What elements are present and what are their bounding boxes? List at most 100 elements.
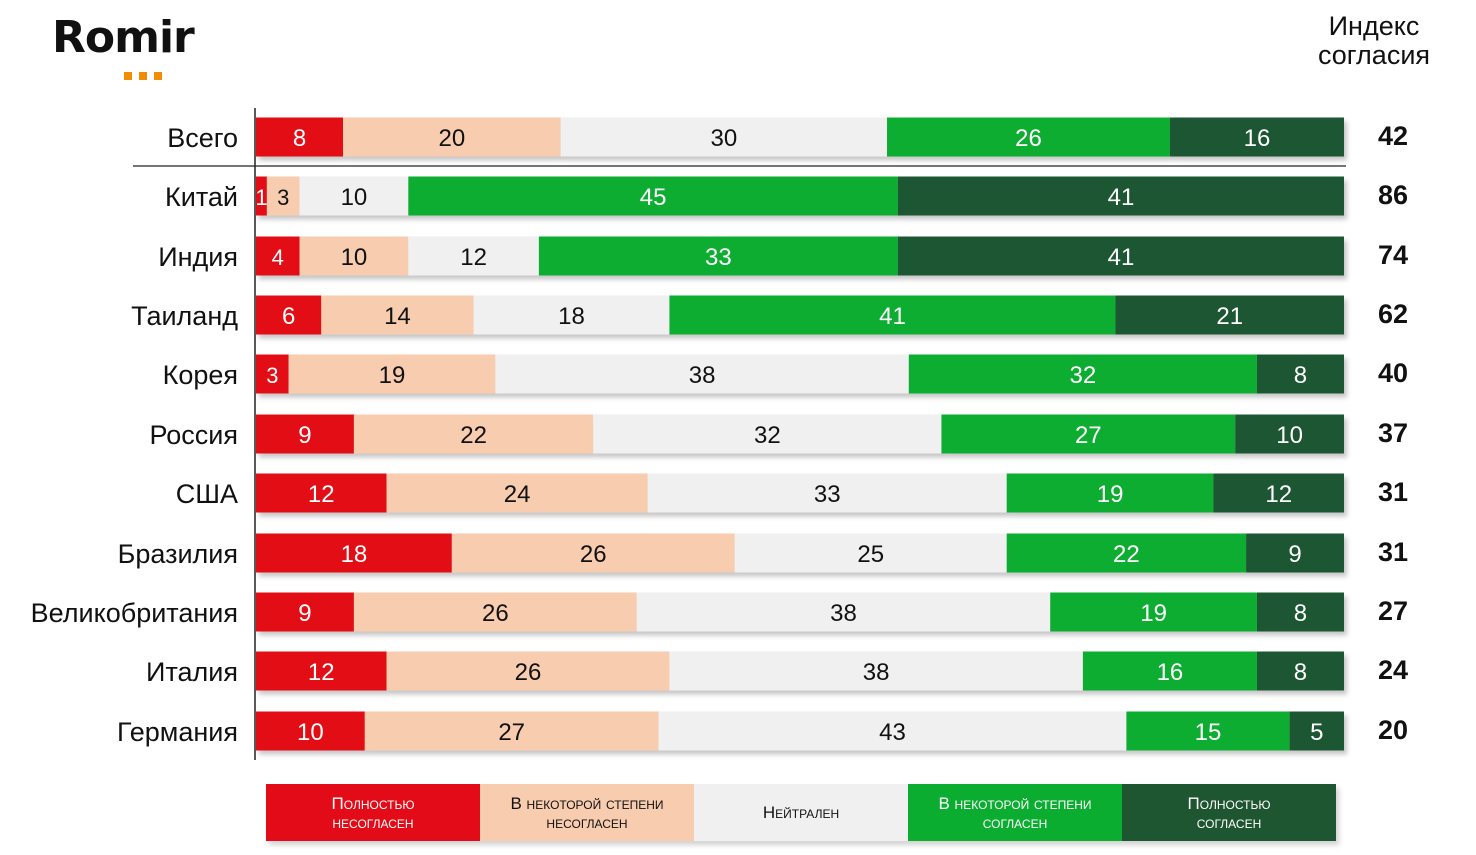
bar-segment	[343, 117, 561, 157]
data-label: 10	[1276, 422, 1303, 449]
bar-row	[256, 236, 1344, 276]
bar-segment	[1169, 117, 1344, 157]
bar-segment	[408, 176, 898, 216]
bar-segment	[1006, 533, 1247, 573]
data-label: 21	[1216, 303, 1243, 330]
data-label: 8	[1294, 659, 1307, 686]
data-label: 8	[293, 125, 306, 152]
bar-segment	[1246, 533, 1344, 573]
data-label: 12	[460, 244, 487, 271]
data-label: 41	[1108, 244, 1135, 271]
index-value: 20	[1378, 715, 1408, 745]
data-label: 9	[298, 422, 311, 449]
data-label: 12	[308, 481, 335, 508]
bar-segment	[908, 354, 1257, 394]
bar-segment	[669, 651, 1083, 691]
logo-dot	[154, 72, 162, 80]
bar-row	[256, 295, 1344, 335]
index-value: 42	[1378, 121, 1408, 151]
data-label: 45	[640, 184, 667, 211]
data-label: 8	[1294, 600, 1307, 627]
bar-segment	[658, 711, 1127, 751]
bar-segment	[897, 176, 1344, 216]
data-label: 4	[272, 245, 284, 270]
bar-row	[256, 533, 1344, 573]
bar-row	[256, 414, 1344, 454]
bar-segment	[256, 651, 387, 691]
index-value: 40	[1378, 358, 1408, 388]
bar-segment	[1256, 354, 1344, 394]
bar-segment	[256, 295, 322, 335]
data-label: 5	[1310, 719, 1323, 746]
category-label: Китай	[165, 182, 238, 212]
data-label: 27	[498, 719, 525, 746]
legend-item: В некоторой степени согласен	[908, 784, 1122, 841]
data-label: 20	[438, 125, 465, 152]
category-label: Великобритания	[31, 598, 238, 628]
index-value: 31	[1378, 537, 1408, 567]
bar-segment	[1289, 711, 1344, 751]
bar-segment	[256, 473, 387, 513]
bar-segment	[1115, 295, 1344, 335]
data-label: 10	[341, 244, 368, 271]
data-label: 30	[710, 125, 737, 152]
data-label: 27	[1075, 422, 1102, 449]
data-label: 9	[298, 600, 311, 627]
data-label: 38	[830, 600, 857, 627]
data-label: 10	[341, 184, 368, 211]
bar-segment	[408, 236, 539, 276]
data-label: 24	[504, 481, 531, 508]
data-label: 32	[754, 422, 781, 449]
bar-row	[256, 711, 1344, 751]
index-value: 37	[1378, 418, 1408, 448]
bar-segment	[669, 295, 1116, 335]
bar-row	[256, 473, 1344, 513]
bar-segment	[288, 354, 496, 394]
bar-row	[256, 354, 1344, 394]
category-label: Бразилия	[118, 539, 238, 569]
category-label: Россия	[149, 420, 238, 450]
bar-segment	[266, 176, 300, 216]
index-header-text: Индекс согласия	[1317, 11, 1431, 70]
data-label: 18	[341, 541, 368, 568]
category-label: Корея	[163, 360, 238, 390]
data-label: 22	[460, 422, 487, 449]
bar-segment	[299, 176, 409, 216]
data-label: 38	[863, 659, 890, 686]
bar-segment	[256, 533, 452, 573]
data-label: 1	[255, 185, 267, 210]
index-value: 24	[1378, 655, 1408, 685]
data-label: 41	[879, 303, 906, 330]
bar-segment	[734, 533, 1007, 573]
bar-segment	[897, 236, 1344, 276]
bar-segment	[299, 236, 409, 276]
bar-segment	[321, 295, 474, 335]
romir-logo: Romir	[52, 10, 222, 80]
bar-segment	[386, 651, 670, 691]
bar-segment	[364, 711, 659, 751]
bar-segment	[256, 711, 365, 751]
data-label: 15	[1195, 719, 1222, 746]
data-label: 26	[515, 659, 542, 686]
category-label: Таиланд	[131, 301, 238, 331]
data-label: 3	[266, 363, 278, 388]
data-label: 12	[1265, 481, 1292, 508]
logo-dot	[124, 72, 132, 80]
data-label: 16	[1157, 659, 1184, 686]
data-label: 26	[580, 541, 607, 568]
bar-segment	[1256, 651, 1344, 691]
bar-segment	[1126, 711, 1290, 751]
bar-segment	[593, 414, 942, 454]
data-label: 10	[297, 719, 324, 746]
bar-row	[256, 117, 1344, 157]
data-label: 19	[1140, 600, 1167, 627]
bar-segment	[887, 117, 1170, 157]
bar-segment	[647, 473, 1007, 513]
data-label: 33	[705, 244, 732, 271]
bar-segment	[1235, 414, 1344, 454]
bar-segment	[386, 473, 648, 513]
index-value: 74	[1378, 240, 1408, 270]
data-label: 19	[379, 362, 406, 389]
data-label: 32	[1070, 362, 1097, 389]
